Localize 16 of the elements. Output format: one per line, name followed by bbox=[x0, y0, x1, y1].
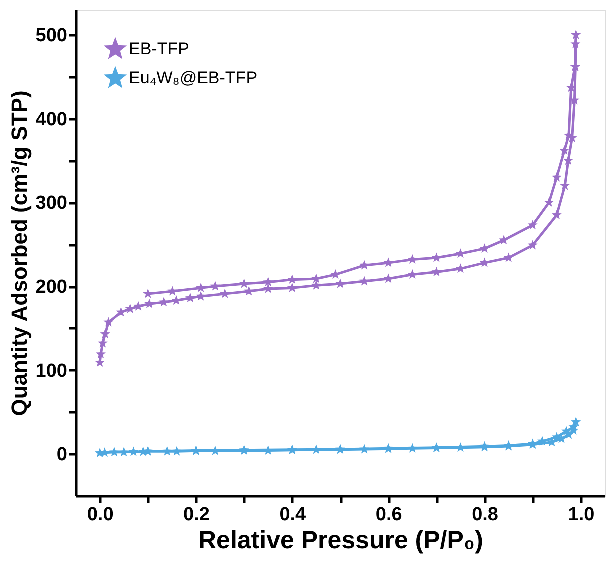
x-tick-label: 0.4 bbox=[280, 504, 307, 526]
x-tick-label: 0.0 bbox=[87, 504, 114, 526]
y-axis-title: Quantity Adsorbed (cm³/g STP) bbox=[6, 90, 32, 416]
x-tick-label: 0.2 bbox=[184, 504, 210, 526]
legend-label: EB-TFP bbox=[129, 40, 190, 58]
x-tick-label: 1.0 bbox=[568, 504, 595, 526]
y-tick-label: 400 bbox=[36, 109, 68, 130]
y-tick-label: 300 bbox=[36, 193, 68, 214]
y-tick-label: 0 bbox=[56, 444, 68, 466]
legend-label: Eu₄W₈@EB-TFP bbox=[129, 68, 258, 88]
y-tick-label: 100 bbox=[36, 360, 68, 382]
x-axis-title: Relative Pressure (P/P₀) bbox=[198, 526, 484, 554]
y-tick-label: 500 bbox=[36, 26, 68, 47]
x-tick-label: 0.6 bbox=[376, 504, 402, 526]
y-tick-label: 200 bbox=[36, 277, 68, 298]
x-tick-label: 0.8 bbox=[472, 504, 498, 526]
